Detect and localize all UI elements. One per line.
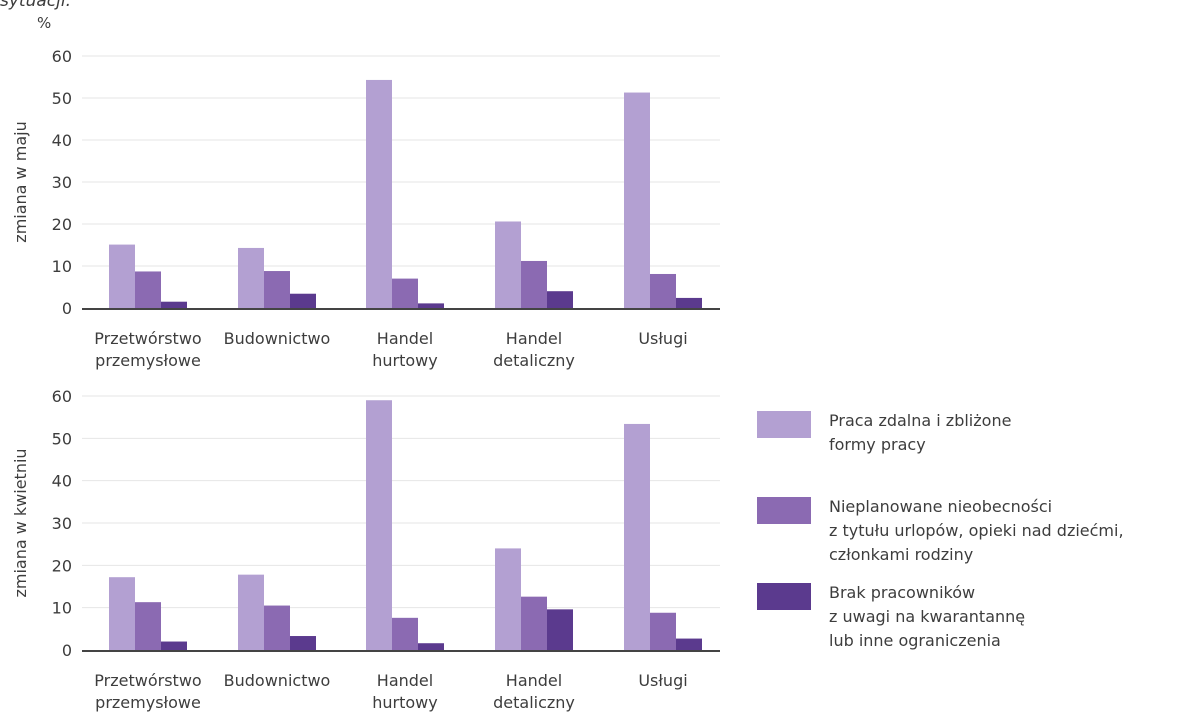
x-tick-label-kwiecien-przetworstwo: Przetwórstwo przemysłowe — [94, 671, 201, 712]
y-tick-label-maj: 30 — [52, 173, 72, 192]
y-tick-label-maj: 10 — [52, 257, 72, 276]
y-tick-label-kwiecien: 60 — [52, 387, 72, 406]
bar-kwiecien-uslugi-praca — [624, 423, 650, 650]
legend-item-praca-zdalna: Praca zdalna i zbliżone formy pracy — [757, 409, 1177, 495]
bar-kwiecien-przetworstwo-nieobecnosci — [135, 602, 161, 650]
legend-swatch-nieobecnosci — [757, 497, 811, 524]
y-tick-label-maj: 40 — [52, 131, 72, 150]
bar-maj-handel-hurtowy-brak — [418, 303, 444, 308]
bar-kwiecien-handel-hurtowy-praca — [366, 400, 392, 650]
bar-kwiecien-uslugi-brak — [676, 638, 702, 650]
y-tick-label-kwiecien: 40 — [52, 472, 72, 491]
y-tick-label-maj: 0 — [62, 299, 72, 318]
bar-maj-handel-detaliczny-praca — [495, 221, 521, 308]
bar-maj-przetworstwo-nieobecnosci — [135, 271, 161, 308]
bar-kwiecien-budownictwo-praca — [238, 574, 264, 650]
y-tick-label-maj: 60 — [52, 47, 72, 66]
bar-maj-przetworstwo-praca — [109, 244, 135, 308]
bar-maj-handel-detaliczny-brak — [547, 291, 573, 308]
bar-kwiecien-handel-detaliczny-praca — [495, 548, 521, 650]
legend-label-brak-pracownikow: Brak pracowników z uwagi na kwarantannę … — [829, 583, 1026, 650]
chart-kwiecien: 0 10 20 30 40 50 60 zmiana w kwietniu Przetwórst… — [11, 387, 720, 712]
caption-fragment: sytuacji. — [0, 0, 71, 11]
legend-swatch-brak-pracownikow — [757, 583, 811, 610]
bar-kwiecien-przetworstwo-praca — [109, 577, 135, 650]
bar-kwiecien-przetworstwo-brak — [161, 641, 187, 650]
x-tick-label-kwiecien-handel-hurtowy: Handel hurtowy — [372, 671, 437, 712]
legend-item-brak-pracownikow: Brak pracowników z uwagi na kwarantannę … — [757, 581, 1177, 667]
chart-maj: 0 10 20 30 40 50 60 zmiana w maju Przetwórstwo pr… — [11, 47, 720, 370]
legend-item-nieobecnosci: Nieplanowane nieobecności z tytułu urlop… — [757, 495, 1177, 581]
legend: Praca zdalna i zbliżone formy pracy Niep… — [757, 409, 1177, 667]
bar-maj-budownictwo-praca — [238, 247, 264, 308]
y-axis-label-kwiecien: zmiana w kwietniu — [11, 448, 30, 597]
bar-kwiecien-uslugi-nieobecnosci — [650, 612, 676, 650]
x-tick-label-kwiecien-handel-detaliczny: Handel detaliczny — [493, 671, 575, 712]
y-tick-label-kwiecien: 0 — [62, 641, 72, 660]
bar-maj-budownictwo-brak — [290, 293, 316, 308]
x-tick-label-maj-budownictwo: Budownictwo — [224, 329, 331, 348]
y-tick-label-kwiecien: 10 — [52, 599, 72, 618]
bar-kwiecien-handel-hurtowy-nieobecnosci — [392, 617, 418, 650]
y-tick-label-kwiecien: 20 — [52, 556, 72, 575]
bar-maj-uslugi-brak — [676, 297, 702, 308]
bar-kwiecien-handel-detaliczny-nieobecnosci — [521, 596, 547, 650]
bar-maj-budownictwo-nieobecnosci — [264, 271, 290, 308]
y-tick-label-kwiecien: 30 — [52, 514, 72, 533]
x-tick-label-maj-przetworstwo: Przetwórstwo przemysłowe — [94, 329, 201, 370]
x-tick-label-maj-uslugi: Usługi — [638, 329, 687, 348]
y-tick-label-maj: 50 — [52, 89, 72, 108]
y-tick-label-maj: 20 — [52, 215, 72, 234]
y-tick-label-kwiecien: 50 — [52, 429, 72, 448]
x-tick-label-kwiecien-uslugi: Usługi — [638, 671, 687, 690]
bar-maj-przetworstwo-brak — [161, 301, 187, 308]
y-axis-label-maj: zmiana w maju — [11, 121, 30, 242]
bar-maj-handel-detaliczny-nieobecnosci — [521, 260, 547, 308]
legend-label-nieobecnosci: Nieplanowane nieobecności z tytułu urlop… — [829, 497, 1124, 564]
bar-maj-uslugi-nieobecnosci — [650, 273, 676, 308]
legend-swatch-praca-zdalna — [757, 411, 811, 438]
bar-kwiecien-handel-detaliczny-brak — [547, 609, 573, 650]
x-tick-label-kwiecien-budownictwo: Budownictwo — [224, 671, 331, 690]
x-tick-label-maj-handel-detaliczny: Handel detaliczny — [493, 329, 575, 370]
bar-kwiecien-handel-hurtowy-brak — [418, 643, 444, 650]
bar-kwiecien-budownictwo-nieobecnosci — [264, 605, 290, 650]
x-tick-label-maj-handel-hurtowy: Handel hurtowy — [372, 329, 437, 370]
bar-maj-handel-hurtowy-nieobecnosci — [392, 278, 418, 308]
bar-maj-uslugi-praca — [624, 92, 650, 308]
legend-label-praca-zdalna: Praca zdalna i zbliżone formy pracy — [829, 411, 1012, 454]
y-unit-label: % — [37, 14, 52, 32]
bar-maj-handel-hurtowy-praca — [366, 79, 392, 308]
bar-kwiecien-budownictwo-brak — [290, 636, 316, 650]
